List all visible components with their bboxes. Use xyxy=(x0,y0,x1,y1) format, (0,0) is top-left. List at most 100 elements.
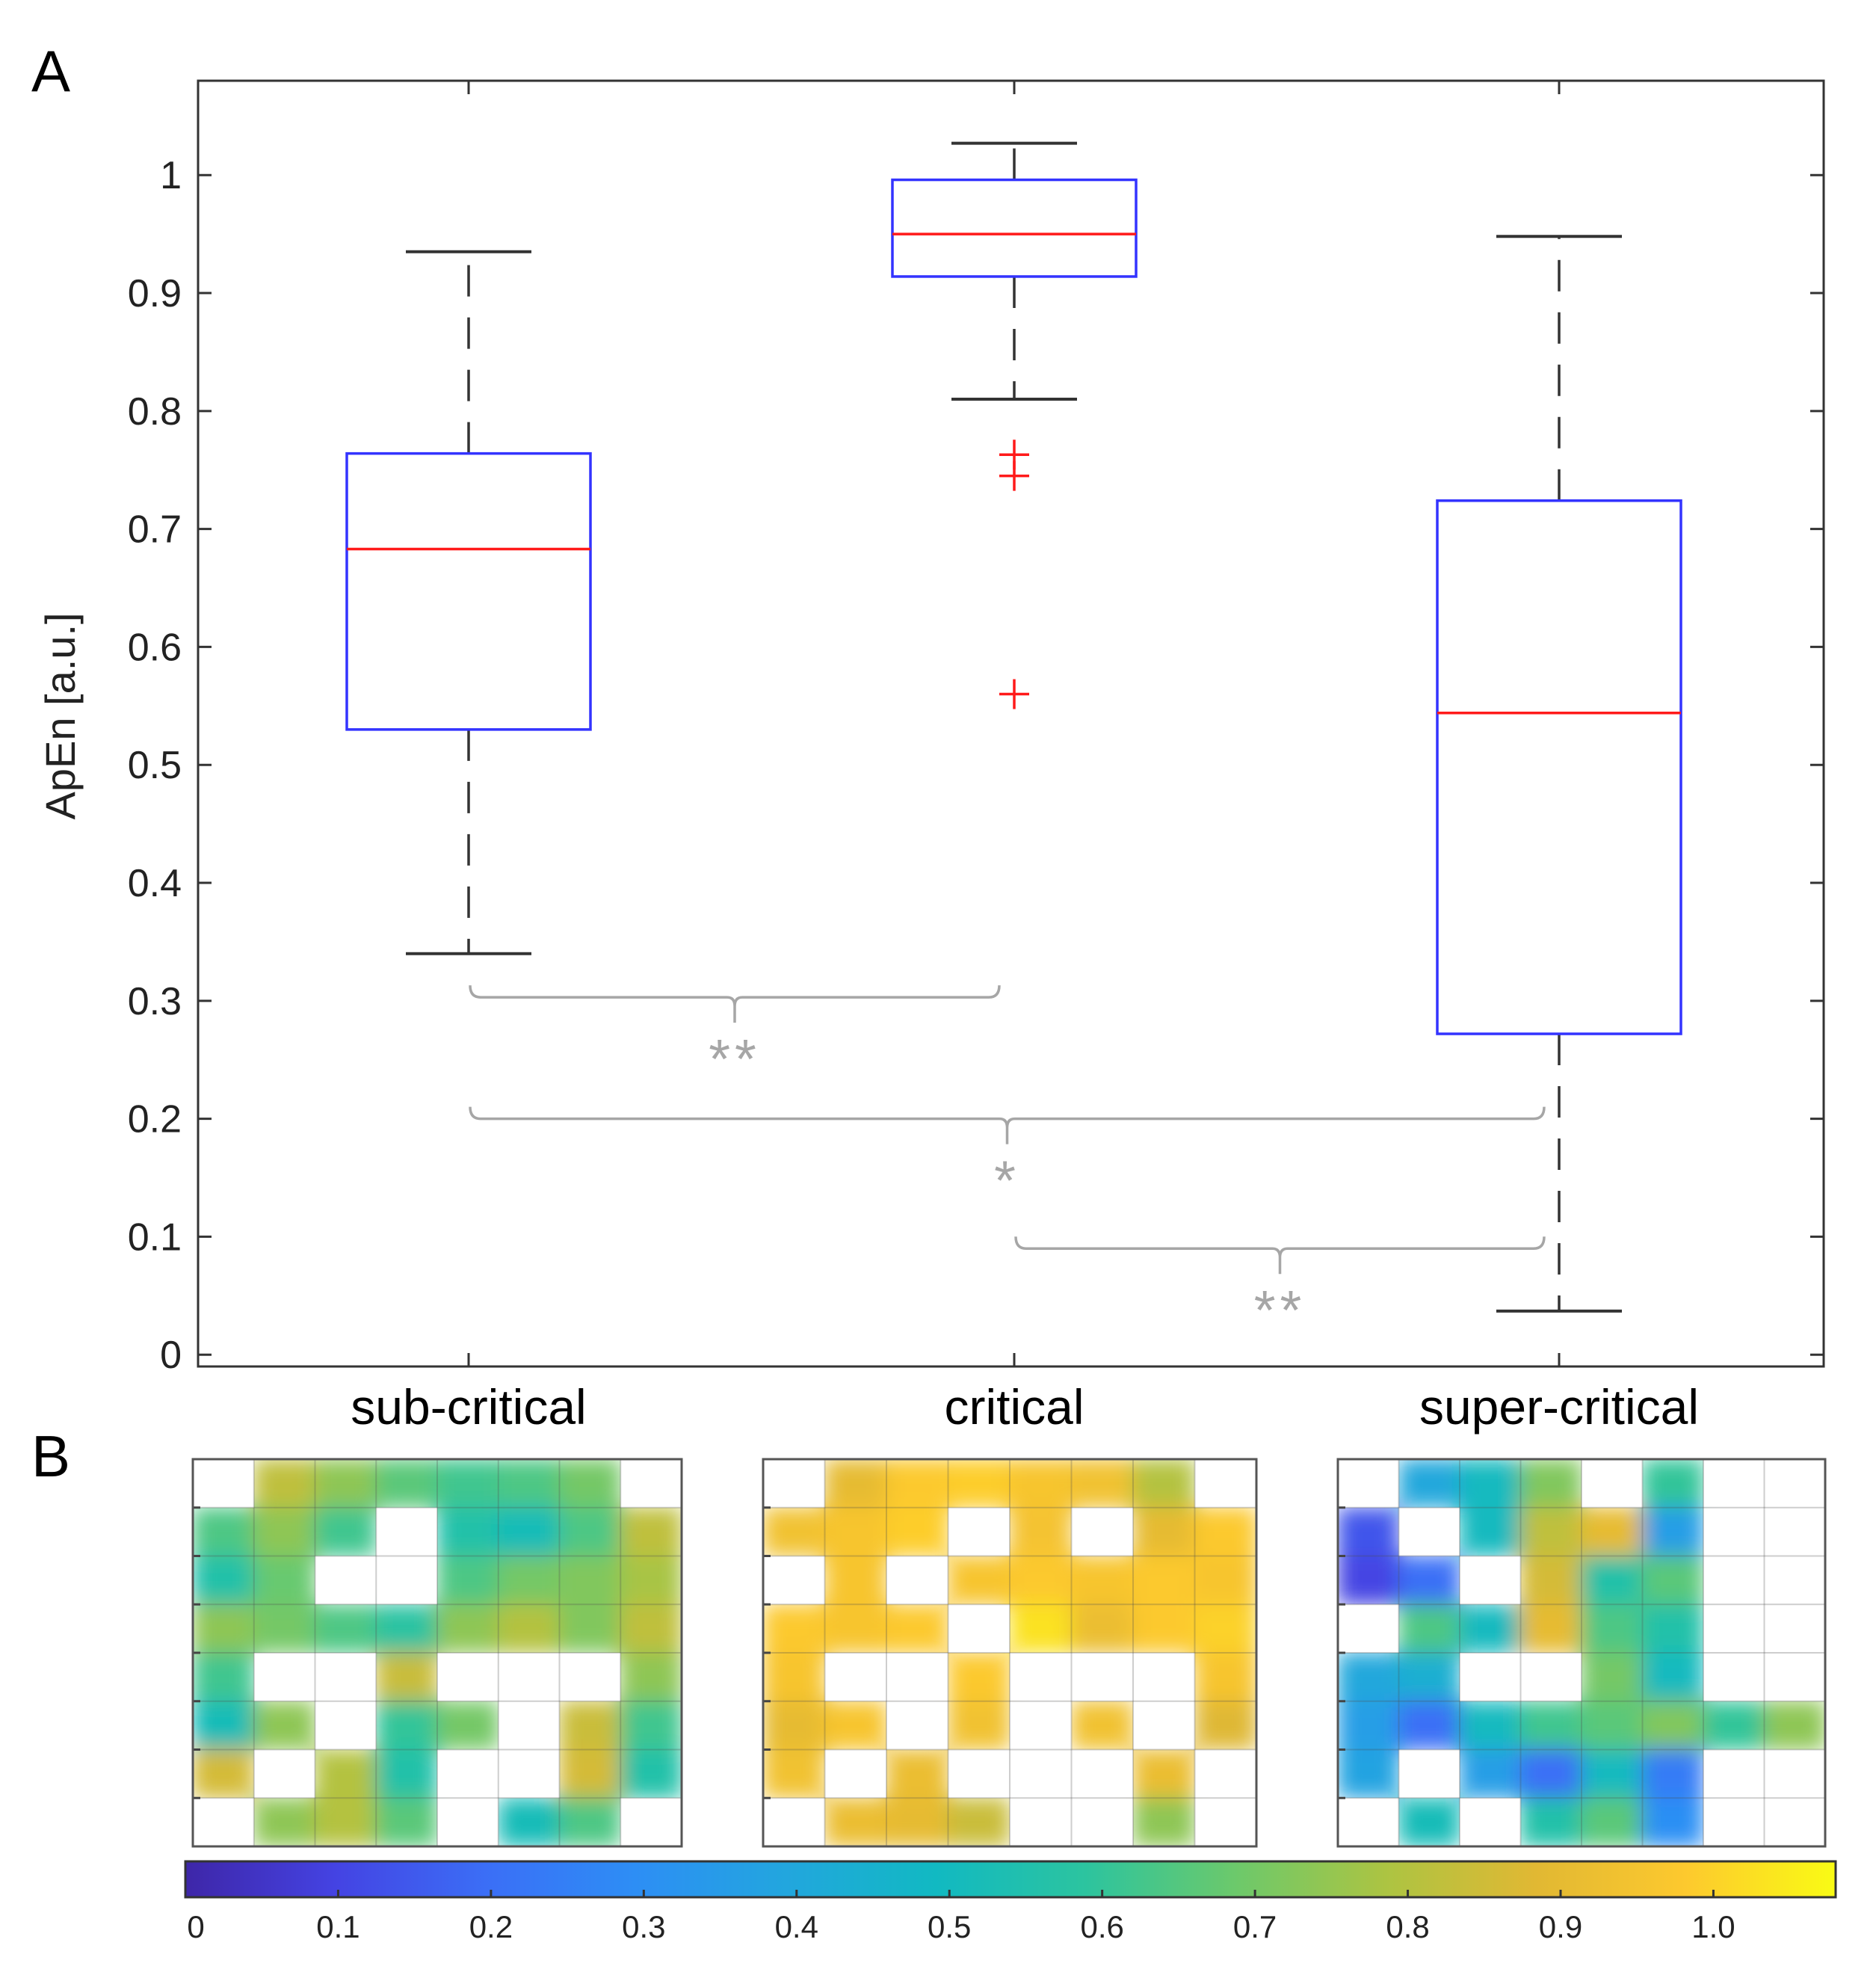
colorbar-tick-label: 0.7 xyxy=(1233,1909,1277,1944)
colorbar-tick-label: 0.5 xyxy=(928,1909,971,1944)
heatmap-cell-color xyxy=(1338,1652,1400,1702)
y-tick-label: 0.4 xyxy=(128,862,182,905)
heatmap-cell-color xyxy=(1338,1555,1400,1606)
heatmap-cell-color xyxy=(375,1748,438,1799)
heatmap-cell-blank xyxy=(1071,1798,1133,1846)
heatmap-cell-blank xyxy=(948,1507,1010,1556)
colorbar: 0 0.1 0.2 0.3 0.4 0.5 0.6 0.7 0.8 0.9 1.0 xyxy=(184,1860,1837,1944)
heatmap-cell-blank xyxy=(1071,1507,1133,1556)
colorbar-tick-label: 0.3 xyxy=(622,1909,665,1944)
heatmap-cell-blank xyxy=(1764,1507,1825,1556)
heatmap-cell-color xyxy=(193,1603,255,1654)
heatmap-cell-blank xyxy=(1398,1749,1460,1799)
heatmap-cell-blank xyxy=(1398,1507,1460,1556)
heatmap-cell-blank xyxy=(763,1459,825,1508)
heatmap-cell-blank xyxy=(1703,1749,1765,1799)
bracket-line xyxy=(469,1106,1546,1144)
heatmap-cell-blank xyxy=(1764,1798,1825,1846)
significance-label: ** xyxy=(1254,1279,1306,1341)
heatmap-cell-blank xyxy=(376,1507,437,1556)
heatmap-cell-blank xyxy=(1010,1749,1072,1799)
heatmap-cell-blank xyxy=(620,1798,682,1846)
heatmap-cell-color xyxy=(1132,1748,1196,1799)
y-tick-label: 0.9 xyxy=(128,272,182,315)
box-sub-critical xyxy=(345,250,592,955)
heatmap-cell-color xyxy=(886,1603,949,1654)
heatmap-cell-color xyxy=(1459,1748,1522,1799)
heatmap-cell-color xyxy=(1009,1506,1073,1557)
heatmap-cell-blank xyxy=(948,1749,1010,1799)
heatmap-blur-group xyxy=(763,1459,1256,1846)
heatmap-blur-group xyxy=(193,1459,682,1846)
heatmap-cell-color xyxy=(558,1506,622,1557)
heatmap-cell-color xyxy=(1009,1603,1073,1654)
y-tick-label: 0.3 xyxy=(128,980,182,1023)
heatmap-cell-blank xyxy=(1460,1653,1521,1701)
heatmap-cell-color xyxy=(824,1459,887,1509)
heatmap-panel xyxy=(191,1458,1827,1848)
heatmap-cell-color xyxy=(1581,1748,1644,1799)
heatmap-cell-color xyxy=(1132,1603,1196,1654)
heatmap-cell-color xyxy=(1641,1700,1704,1751)
heatmap-cell-color xyxy=(1070,1555,1134,1606)
heatmap-cell-color xyxy=(314,1748,377,1799)
heatmap-cell-color xyxy=(763,1506,826,1557)
heatmap-cell-color xyxy=(1338,1700,1400,1751)
y-axis-label: ApEn [a.u.] xyxy=(37,612,84,819)
heatmap-cell-color xyxy=(1641,1555,1704,1606)
heatmap-cell-color xyxy=(763,1700,826,1751)
colorbar-tick-label: 0.4 xyxy=(775,1909,818,1944)
heatmap-cell-color xyxy=(620,1555,682,1606)
x-category-critical: critical xyxy=(944,1379,1084,1435)
y-tick-label: 0 xyxy=(160,1334,182,1377)
heatmap-cell-color xyxy=(620,1748,682,1799)
heatmap-cell-blank xyxy=(1703,1604,1765,1653)
heatmap-cell-color xyxy=(763,1603,826,1654)
heatmap-cell-color xyxy=(1459,1700,1522,1751)
heatmap-cell-blank xyxy=(253,1749,315,1799)
heatmap-cell-blank xyxy=(1764,1604,1825,1653)
heatmap-cell-color xyxy=(193,1748,255,1799)
heatmap-cell-color xyxy=(1070,1603,1134,1654)
heatmap-smooth-layer xyxy=(193,1459,682,1846)
heatmap-cell-color xyxy=(1581,1700,1644,1751)
heatmap-cell-color xyxy=(314,1603,377,1654)
heatmap-cell-blank xyxy=(1338,1459,1399,1508)
heatmap-cell-color xyxy=(497,1603,561,1654)
heatmap-frame xyxy=(762,1458,1258,1848)
heatmap-cell-color xyxy=(1581,1603,1644,1654)
heatmap-cell-color xyxy=(193,1555,255,1606)
heatmap-cell-color xyxy=(558,1748,622,1799)
heatmap-cell-color xyxy=(436,1555,499,1606)
heatmap-cell-blank xyxy=(437,1798,499,1846)
heatmap-cell-color xyxy=(497,1506,561,1557)
heatmap-cell-color xyxy=(1581,1555,1644,1606)
colorbar-tick-label: 0.2 xyxy=(469,1909,513,1944)
heatmap-cell-color xyxy=(824,1506,887,1557)
heatmap-cell-color xyxy=(375,1603,438,1654)
significance-label: * xyxy=(994,1150,1020,1212)
heatmap-cell-blank xyxy=(1520,1653,1582,1701)
heatmap-super-critical xyxy=(1336,1458,1827,1848)
interquartile-box xyxy=(1436,499,1682,1035)
heatmap-cell-color xyxy=(375,1700,438,1751)
heatmap-cell-blank xyxy=(886,1653,948,1701)
heatmap-cell-color xyxy=(1132,1555,1196,1606)
heatmap-cell-blank xyxy=(253,1653,315,1701)
heatmap-cell-blank xyxy=(1010,1701,1072,1750)
heatmap-cell-blank xyxy=(1764,1556,1825,1605)
heatmap-cell-blank xyxy=(1194,1798,1256,1846)
heatmap-cell-blank xyxy=(620,1459,682,1508)
heatmap-frame xyxy=(191,1458,683,1848)
heatmap-cell-blank xyxy=(1764,1459,1825,1508)
heatmap-cell-color xyxy=(1070,1459,1134,1509)
x-category-sub-critical: sub-critical xyxy=(351,1379,586,1435)
heatmap-cell-color xyxy=(253,1700,316,1751)
heatmap-cell-blank xyxy=(1010,1798,1072,1846)
heatmap-cell-color xyxy=(1581,1506,1644,1557)
heatmap-cell-color xyxy=(947,1555,1010,1606)
boxplot-panel: 0 0.1 0.2 0.3 0.4 0.5 0.6 0.7 0.8 0.9 1 sub-critica… xyxy=(128,79,1825,1435)
heatmap-cell-blank xyxy=(1460,1798,1521,1846)
heatmap-cell-color xyxy=(1641,1797,1704,1846)
heatmap-sub-critical xyxy=(191,1458,683,1848)
